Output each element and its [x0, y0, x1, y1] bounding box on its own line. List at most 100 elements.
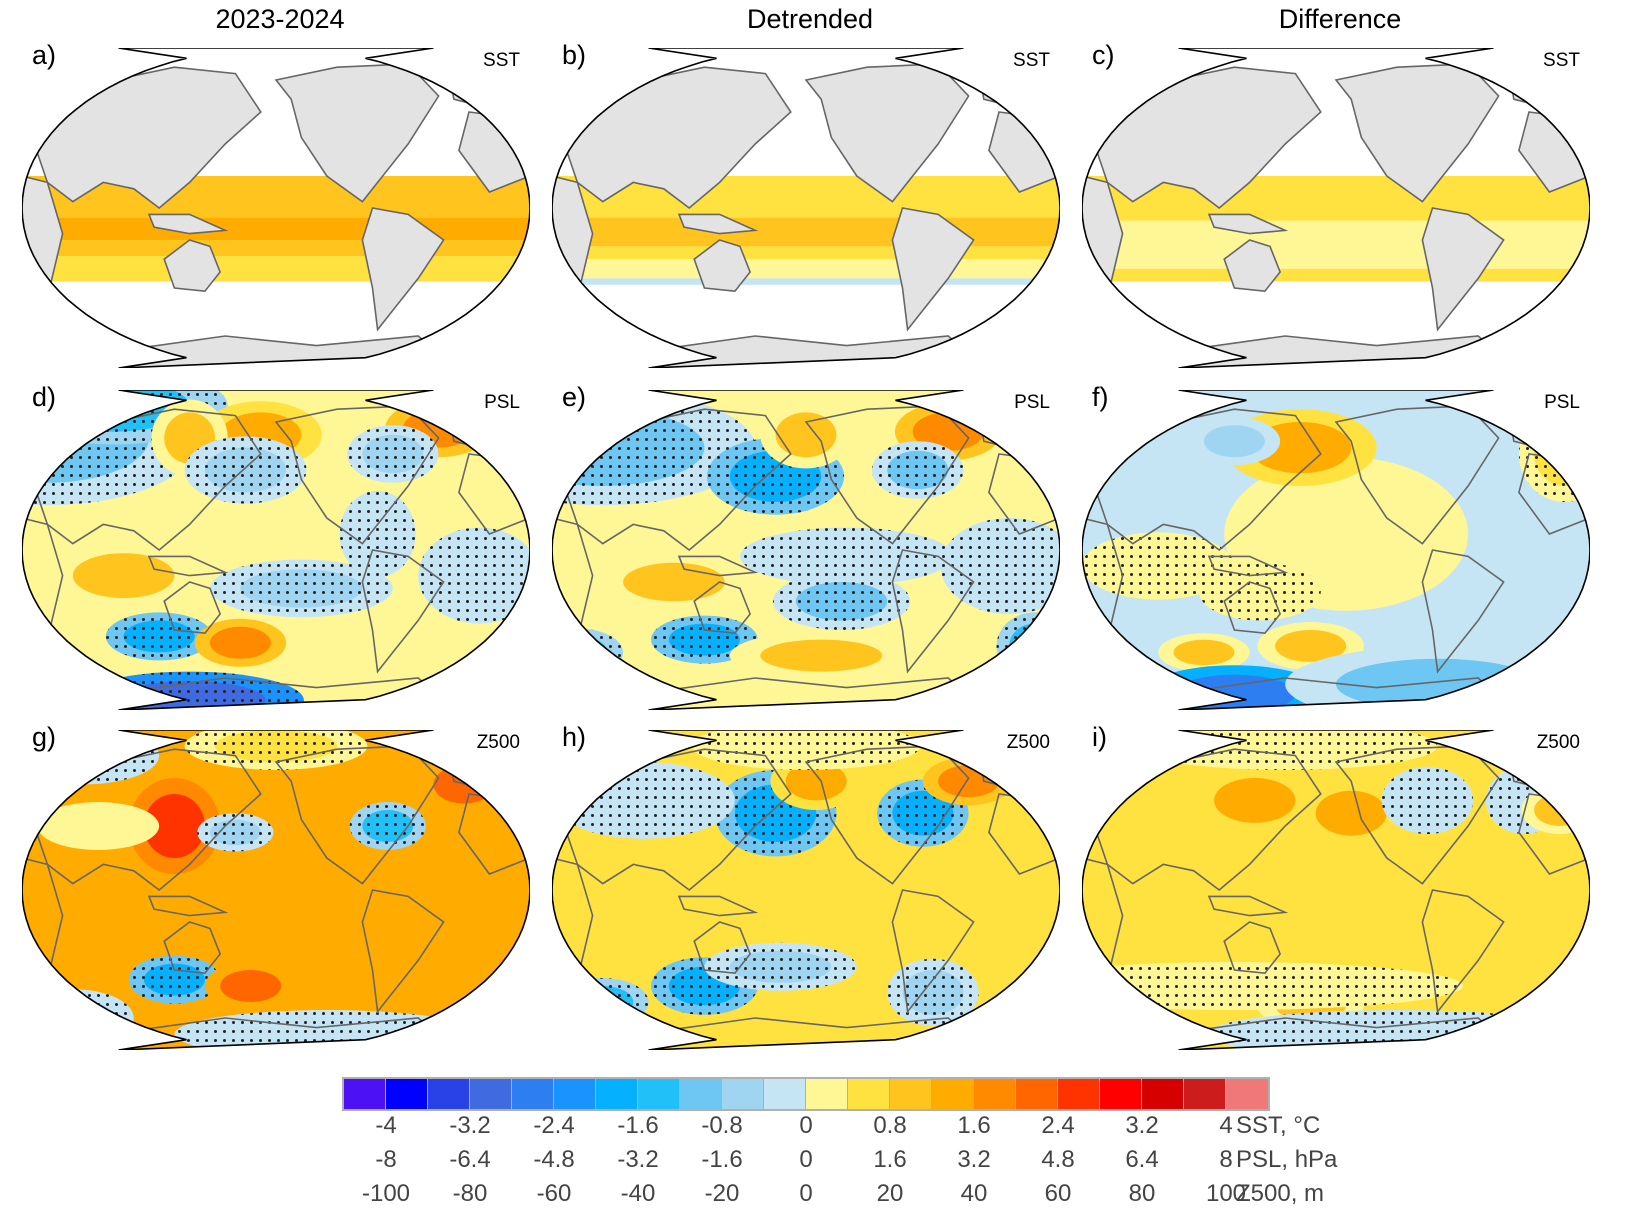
coastline-namerica: [274, 405, 440, 545]
map-border: [22, 48, 530, 368]
significance-stipple: [872, 441, 964, 499]
colorbar-swatch: [512, 1079, 554, 1109]
coastline-maritime: [677, 895, 759, 917]
coastline-greenland: [977, 66, 1021, 107]
coastline-africa: [22, 516, 64, 648]
significance-stipple: [128, 955, 221, 1004]
colorbar-tick-label: 0: [799, 1146, 813, 1173]
colorbar-tick-label: 80: [1128, 1180, 1156, 1207]
panel-variable-label: PSL: [1014, 392, 1050, 413]
coastline-antarctica: [627, 1017, 986, 1050]
map-border: [1082, 730, 1590, 1050]
panel-variable-label: Z500: [1536, 732, 1580, 753]
coastline-greenland: [447, 408, 491, 449]
panel-variable-label: Z500: [476, 732, 520, 753]
anomaly-center: [1534, 794, 1585, 826]
colorbar-tick-label: 1.6: [873, 1146, 907, 1173]
map-psl: [22, 390, 530, 710]
coastline-samerica: [1421, 549, 1505, 674]
coastline-samerica: [891, 889, 975, 1014]
map-z500: [22, 730, 530, 1050]
significance-stipple: [209, 559, 393, 618]
colorbar-tick-label: -6.4: [449, 1146, 491, 1173]
coastline-samerica: [361, 889, 445, 1014]
coastline-australia: [163, 921, 222, 975]
anomaly-center: [1315, 790, 1387, 836]
colorbar-tick-label: 40: [960, 1180, 988, 1207]
significance-stipple: [651, 615, 758, 664]
panel-variable-label: SST: [1013, 50, 1050, 71]
colorbar-tick-label: 3.2: [1125, 1112, 1159, 1139]
significance-stipple: [105, 612, 213, 661]
colorbar-swatch: [806, 1079, 848, 1109]
coastline-maritime: [1207, 555, 1289, 577]
colorbar-swatch: [1016, 1079, 1058, 1109]
colorbar-tick-label: -100: [361, 1180, 411, 1207]
coastline-australia: [693, 581, 752, 635]
colorbar-tick-label: 4: [1219, 1112, 1233, 1139]
coastline-eurasia: [1091, 408, 1322, 552]
coastline-samerica: [1421, 889, 1505, 1014]
anomaly-center: [785, 762, 847, 801]
colorbar-tick-label: -4: [375, 1112, 397, 1139]
column-title-2: Detrended: [746, 4, 874, 34]
coastline-namerica: [804, 405, 970, 545]
coastline-australia: [1223, 581, 1282, 635]
coastline-antarctica: [627, 677, 986, 710]
colorbar-swatch: [428, 1079, 470, 1109]
colorbar-swatch: [722, 1079, 764, 1109]
map-psl: [1082, 390, 1590, 710]
map-sst: [552, 48, 1060, 368]
coastline-eurasia: [561, 748, 792, 892]
colorbar-tick-label: -4.8: [533, 1146, 575, 1173]
significance-stipple: [552, 762, 735, 839]
significance-stipple: [704, 942, 857, 991]
coastline-namerica: [804, 63, 970, 203]
map-panel-a: a) SST: [10, 40, 540, 385]
anomaly-center: [220, 970, 282, 1002]
coastline-namerica: [274, 745, 440, 885]
coastline-greenland: [447, 66, 491, 107]
map-z500: [1082, 730, 1590, 1050]
anomaly-center: [775, 412, 837, 458]
coastline-antarctica: [1157, 1017, 1516, 1050]
colorbar-tick-label: -1.6: [701, 1146, 743, 1173]
map-panel-d: d) PSL: [10, 382, 540, 727]
colorbar-tick-label: 0: [799, 1180, 813, 1207]
coastline-australia: [693, 921, 752, 975]
significance-stipple: [418, 527, 530, 624]
map-panel-i: i) Z500: [1070, 722, 1600, 1067]
coastline-greenland: [977, 748, 1021, 789]
map-sst: [22, 48, 530, 368]
sst-anomaly-band: [22, 256, 530, 282]
coastline-eurasia: [561, 66, 792, 210]
coastline-eurasia: [31, 66, 262, 210]
coastline-greenland: [447, 748, 491, 789]
panel-letter: a): [32, 40, 57, 70]
colorbar-tick-label: -20: [704, 1180, 740, 1207]
coastline-maritime: [677, 213, 759, 235]
panel-letter: d): [32, 382, 57, 412]
sst-anomaly-band: [552, 217, 1060, 247]
colorbar-tick-label: -3.2: [449, 1112, 491, 1139]
colorbar: [342, 1077, 1270, 1111]
colorbar-unit-label: SST, °C: [1236, 1112, 1321, 1139]
colorbar-tick-label: 1.6: [957, 1112, 991, 1139]
colorbar-swatch: [554, 1079, 596, 1109]
colorbar-swatch: [680, 1079, 722, 1109]
sst-anomaly-band: [1082, 220, 1590, 269]
coastline-africa: [552, 516, 594, 648]
coastline-samerica: [891, 207, 975, 332]
coastline-maritime: [1207, 895, 1289, 917]
colorbar-tick-label: 2.4: [1041, 1112, 1075, 1139]
coastline-maritime: [147, 555, 229, 577]
colorbar-unit-label: Z500, m: [1236, 1180, 1325, 1207]
panel-letter: c): [1092, 40, 1115, 70]
coastline-greenland: [1507, 408, 1551, 449]
anomaly-center: [623, 562, 725, 602]
panel-variable-label: PSL: [1544, 392, 1580, 413]
significance-stipple: [940, 518, 1060, 614]
map-panel-c: c) SST: [1070, 40, 1600, 385]
colorbar-swatch: [470, 1079, 512, 1109]
anomaly-center: [1203, 425, 1265, 458]
